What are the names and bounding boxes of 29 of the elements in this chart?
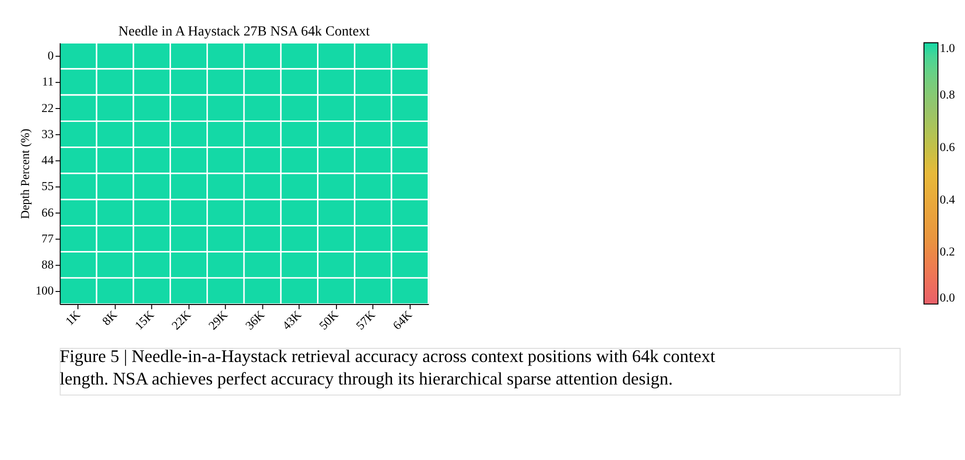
y-tick-label: 44 — [42, 153, 54, 168]
color-bar-label: 1.0 — [940, 41, 955, 56]
y-tick-label: 22 — [42, 100, 54, 115]
y-tick-label: 77 — [42, 231, 54, 246]
caption: Figure 5 | Needle-in-a-Haystack retrieval accuracy across context positions with 64k context length. NSA achieves perfect accuracy through its hierarchical sparse attention design. — [60, 346, 716, 388]
x-tick-label: 1K — [62, 308, 84, 328]
x-tick-label: 50K — [316, 308, 342, 332]
color-bar-label: 0.8 — [940, 88, 955, 102]
y-tick-label: 66 — [42, 205, 54, 220]
y-tick-label: 55 — [42, 179, 54, 194]
color-bar-label: 0.4 — [940, 192, 955, 206]
x-tick-label: 15K — [132, 308, 157, 332]
x-tick-label: 8K — [99, 308, 120, 328]
x-tick-label: 43K — [279, 308, 304, 332]
x-tick-label: 36K — [242, 308, 268, 332]
y-tick-label: 0 — [48, 48, 54, 63]
x-tick-label: 64K — [390, 308, 415, 332]
chart-title: Needle in A Haystack 27B NSA 64k Context — [118, 24, 370, 40]
x-tick-label: 57K — [353, 308, 378, 332]
y-tick-label: 11 — [42, 74, 54, 89]
y-tick-label: 33 — [42, 126, 54, 141]
color-bar-label: 0.2 — [940, 244, 955, 259]
y-tick-label: 100 — [35, 284, 54, 298]
y-axis-title: Depth Percent (%) — [18, 128, 32, 219]
x-tick-label: 29K — [206, 308, 231, 332]
color-bar-label: 0.6 — [940, 140, 955, 154]
x-tick-label: 22K — [168, 308, 194, 332]
color-bar-label: 0.0 — [940, 290, 955, 304]
y-tick-label: 88 — [42, 258, 54, 272]
